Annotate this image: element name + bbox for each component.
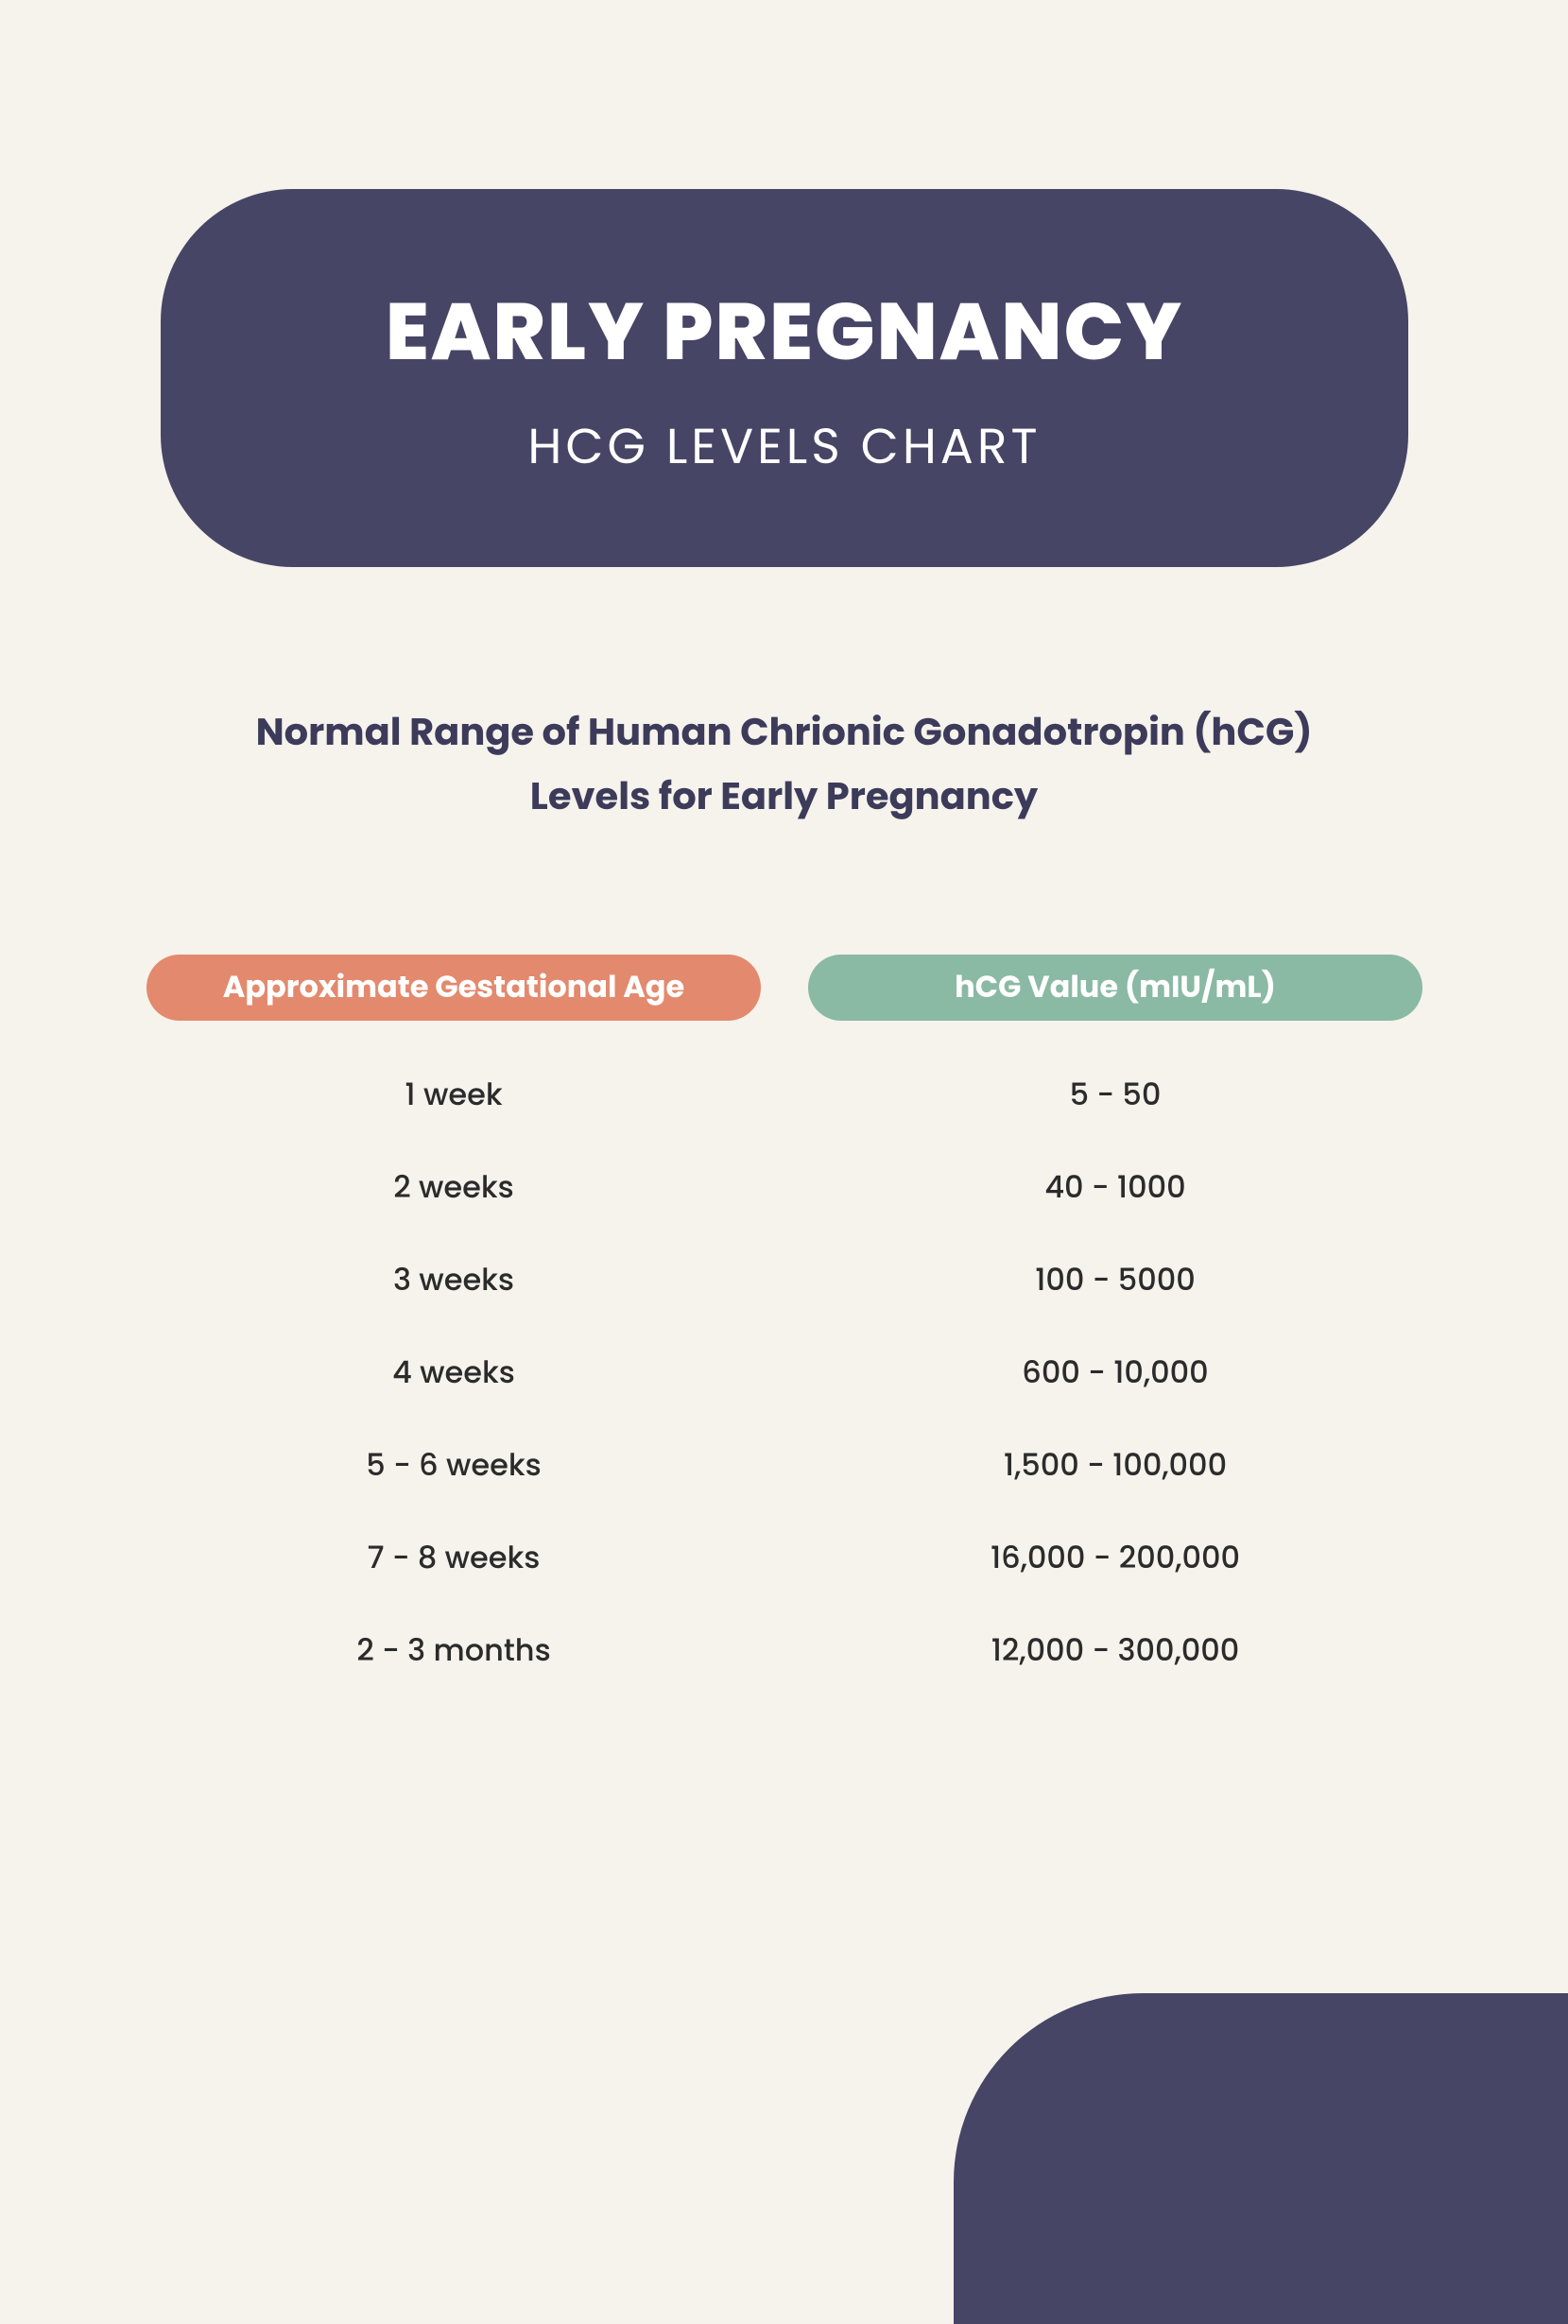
hcg-table: Approximate Gestational Age hCG Value (m… [146,955,1422,1674]
header-banner: EARLY PREGNANCY HCG LEVELS CHART [161,189,1408,567]
table-row: 4 weeks 600 - 10,000 [146,1351,1422,1396]
description-text: Normal Range of Human Chrionic Gonadotro… [0,699,1568,828]
cell-hcg: 1,500 - 100,000 [808,1443,1422,1489]
description-line1: Normal Range of Human Chrionic Gonadotro… [256,705,1313,758]
cell-hcg: 12,000 - 300,000 [808,1628,1422,1674]
corner-decoration [954,1993,1568,2324]
table-row: 2 weeks 40 - 1000 [146,1165,1422,1211]
cell-age: 2 weeks [146,1165,761,1211]
table-row: 7 - 8 weeks 16,000 - 200,000 [146,1536,1422,1581]
cell-hcg: 100 - 5000 [808,1258,1422,1303]
table-row: 2 - 3 months 12,000 - 300,000 [146,1628,1422,1674]
header-title: EARLY PREGNANCY [386,273,1183,391]
table-row: 3 weeks 100 - 5000 [146,1258,1422,1303]
header-subtitle: HCG LEVELS CHART [527,410,1041,484]
cell-hcg: 16,000 - 200,000 [808,1536,1422,1581]
table-headers: Approximate Gestational Age hCG Value (m… [146,955,1422,1021]
cell-hcg: 600 - 10,000 [808,1351,1422,1396]
cell-hcg: 40 - 1000 [808,1165,1422,1211]
column-header-age: Approximate Gestational Age [146,955,761,1021]
cell-age: 3 weeks [146,1258,761,1303]
column-header-hcg: hCG Value (mIU/mL) [808,955,1422,1021]
cell-hcg: 5 - 50 [808,1073,1422,1118]
cell-age: 2 - 3 months [146,1628,761,1674]
cell-age: 5 - 6 weeks [146,1443,761,1489]
cell-age: 7 - 8 weeks [146,1536,761,1581]
table-body: 1 week 5 - 50 2 weeks 40 - 1000 3 weeks … [146,1073,1422,1674]
cell-age: 1 week [146,1073,761,1118]
table-row: 1 week 5 - 50 [146,1073,1422,1118]
cell-age: 4 weeks [146,1351,761,1396]
description-line2: Levels for Early Pregnancy [530,769,1038,822]
table-row: 5 - 6 weeks 1,500 - 100,000 [146,1443,1422,1489]
